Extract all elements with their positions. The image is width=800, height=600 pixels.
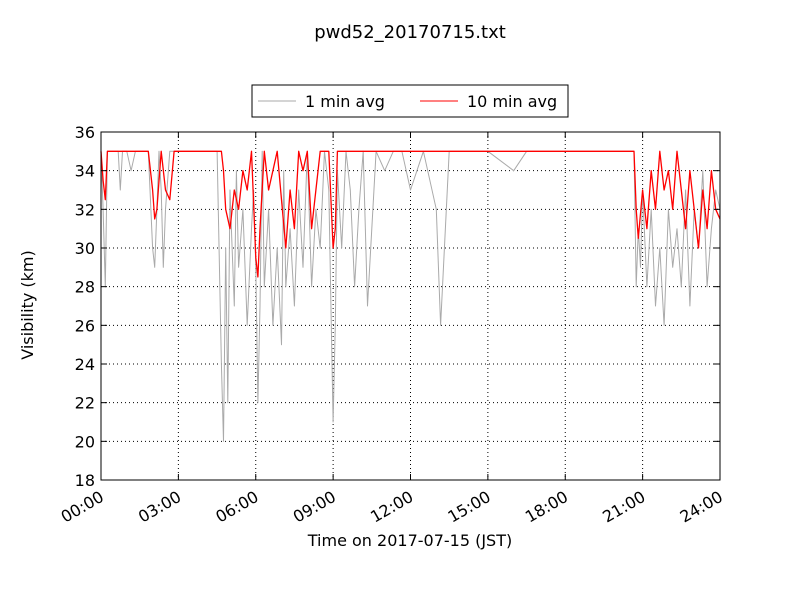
y-tick-label: 32 xyxy=(75,200,95,219)
legend-label-1-min-avg: 1 min avg xyxy=(305,92,385,111)
series-line-10-min-avg xyxy=(100,150,721,278)
y-tick-label: 22 xyxy=(75,394,95,413)
y-tick-label: 30 xyxy=(75,239,95,258)
x-axis-label: Time on 2017-07-15 (JST) xyxy=(307,531,512,550)
y-tick-label: 18 xyxy=(75,471,95,490)
legend: 1 min avg 10 min avg xyxy=(251,84,569,118)
y-axis-label: Visibility (km) xyxy=(18,250,37,359)
y-tick-label: 36 xyxy=(75,123,95,142)
y-tick-label: 20 xyxy=(75,432,95,451)
series-line-1-min-avg xyxy=(100,150,721,442)
chart-title: pwd52_20170715.txt xyxy=(314,22,506,43)
y-tick-label: 24 xyxy=(75,355,95,374)
ticks xyxy=(100,131,721,481)
y-tick-label: 28 xyxy=(75,278,95,297)
series-layer xyxy=(100,150,721,442)
legend-label-10-min-avg: 10 min avg xyxy=(467,92,557,111)
y-tick-label: 26 xyxy=(75,316,95,335)
y-tick-label: 34 xyxy=(75,162,95,181)
legend-box xyxy=(251,84,569,118)
